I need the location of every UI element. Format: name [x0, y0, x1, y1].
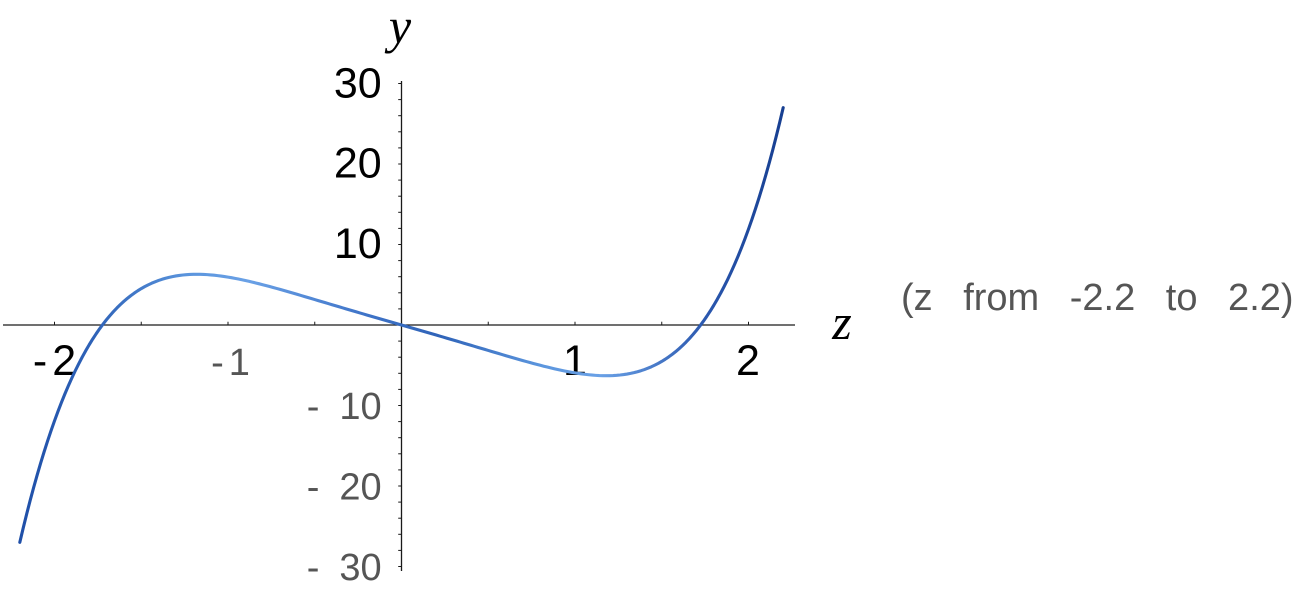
svg-text:-1: -1 [211, 342, 255, 384]
svg-text:-20: -20 [307, 467, 382, 509]
svg-text:10: 10 [334, 220, 382, 268]
svg-text:(z from -2.2 to 2.2): (z from -2.2 to 2.2) [901, 277, 1292, 319]
svg-text:20: 20 [334, 140, 382, 188]
svg-text:z: z [831, 294, 851, 350]
svg-text:-10: -10 [307, 386, 382, 428]
svg-text:1: 1 [563, 337, 587, 385]
svg-text:30: 30 [334, 60, 382, 108]
svg-text:2: 2 [736, 337, 760, 385]
svg-text:y: y [384, 0, 412, 54]
svg-text:-30: -30 [307, 547, 382, 589]
svg-text:-2: -2 [33, 337, 81, 385]
